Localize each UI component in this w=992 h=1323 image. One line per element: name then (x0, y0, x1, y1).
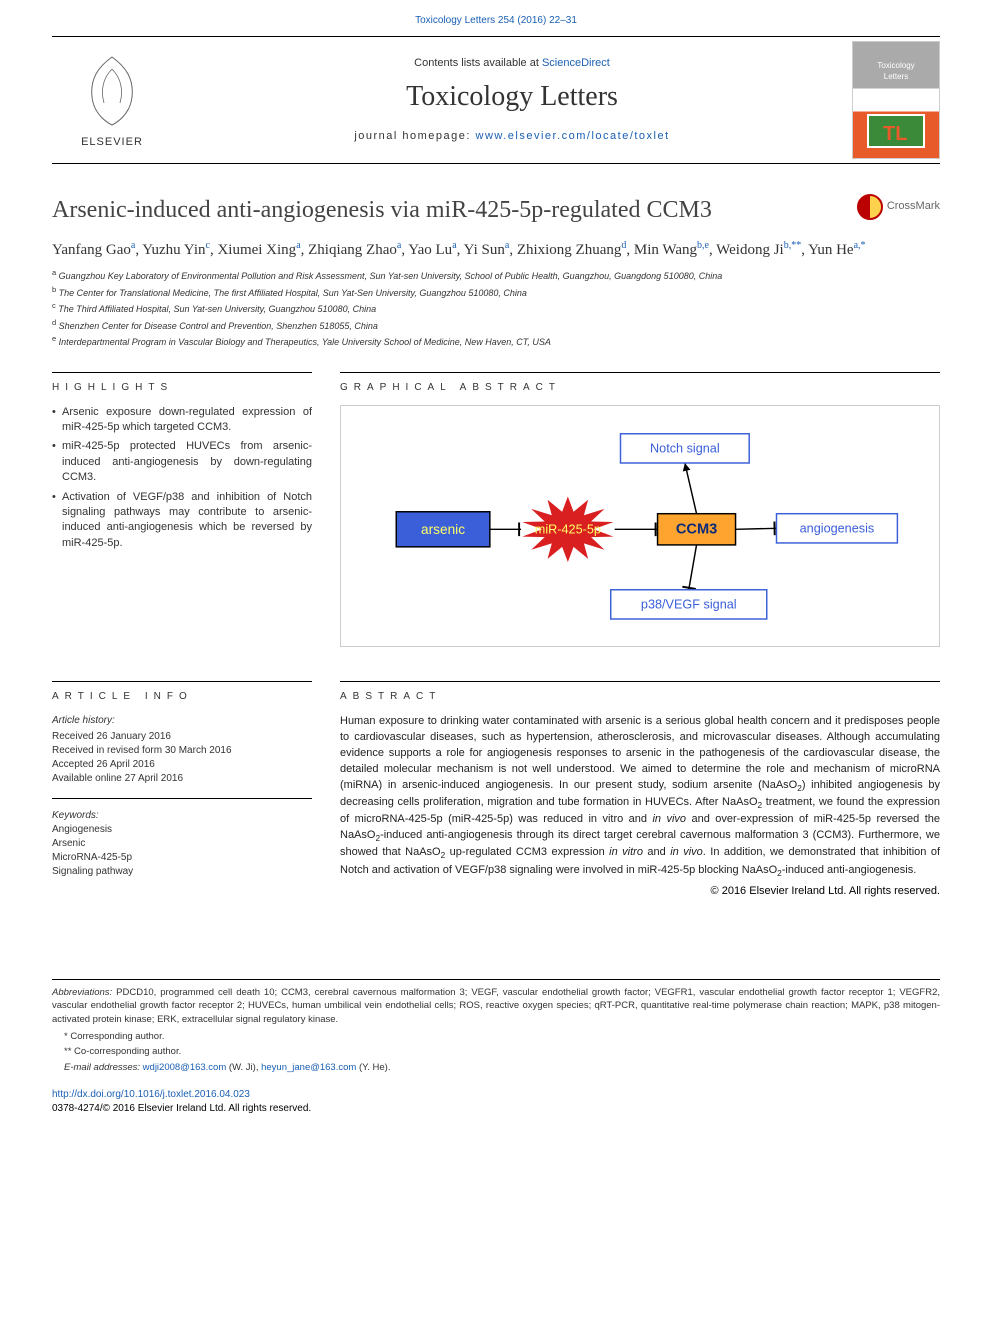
co-corresponding-author-note: ** Co-corresponding author. (64, 1045, 940, 1058)
article-info-label: ARTICLE INFO (52, 681, 312, 704)
abstract-text: Human exposure to drinking water contami… (340, 714, 940, 879)
diagram-node-notch: Notch signal (621, 433, 750, 462)
footer-notes: Abbreviations: PDCD10, programmed cell d… (52, 979, 940, 1074)
highlight-item: Arsenic exposure down-regulated expressi… (52, 405, 312, 436)
svg-text:angiogenesis: angiogenesis (800, 521, 875, 535)
graphical-abstract-label: GRAPHICAL ABSTRACT (340, 372, 940, 395)
keywords-list: AngiogenesisArsenicMicroRNA-425-5pSignal… (52, 823, 312, 879)
crossmark-icon (857, 194, 883, 220)
svg-text:p38/VEGF signal: p38/VEGF signal (641, 597, 737, 611)
journal-name: Toxicology Letters (172, 77, 852, 116)
svg-text:CCM3: CCM3 (676, 521, 717, 537)
crossmark-label: CrossMark (887, 199, 940, 214)
elsevier-logo: ELSEVIER (52, 40, 172, 160)
corresponding-author-note: * Corresponding author. (64, 1030, 940, 1043)
svg-text:Notch signal: Notch signal (650, 441, 720, 455)
diagram-node-ccm3: CCM3 (658, 513, 736, 544)
diagram-node-mir: miR-425-5p (522, 496, 613, 562)
email-link[interactable]: heyun_jane@163.com (261, 1062, 356, 1073)
graphical-abstract-figure: arsenic miR-425-5p CCM3 Notch signal p38/VEG… (340, 405, 940, 648)
authors-list: Yanfang Gaoa, Yuzhu Yinc, Xiumei Xinga, … (52, 238, 940, 262)
diagram-node-p38: p38/VEGF signal (611, 589, 767, 618)
article-title: Arsenic-induced anti-angiogenesis via mi… (52, 194, 841, 228)
abbreviations-label: Abbreviations: (52, 987, 112, 998)
highlight-item: Activation of VEGF/p38 and inhibition of… (52, 490, 312, 552)
running-head: Toxicology Letters 254 (2016) 22–31 (0, 0, 992, 36)
journal-homepage-link[interactable]: www.elsevier.com/locate/toxlet (476, 130, 670, 142)
diagram-node-angio: angiogenesis (777, 513, 898, 542)
journal-homepage: journal homepage: www.elsevier.com/locat… (172, 129, 852, 144)
issn-copyright: 0378-4274/© 2016 Elsevier Ireland Ltd. A… (52, 1103, 311, 1114)
highlights-items: Arsenic exposure down-regulated expressi… (52, 405, 312, 552)
highlight-item: miR-425-5p protected HUVECs from arsenic… (52, 439, 312, 485)
publisher-name: ELSEVIER (81, 135, 143, 150)
affiliations-list: a Guangzhou Key Laboratory of Environmen… (52, 267, 940, 350)
article-history-label: Article history: (52, 714, 312, 728)
journal-masthead: ELSEVIER Contents lists available at Sci… (52, 36, 940, 164)
keywords-label: Keywords: (52, 809, 312, 823)
article-history-dates: Received 26 January 2016Received in revi… (52, 730, 312, 786)
abstract-copyright: © 2016 Elsevier Ireland Ltd. All rights … (340, 884, 940, 899)
contents-line: Contents lists available at ScienceDirec… (172, 56, 852, 71)
email-addresses: E-mail addresses: wdji2008@163.com (W. J… (64, 1061, 940, 1074)
abbreviations-text: PDCD10, programmed cell death 10; CCM3, … (52, 987, 940, 1025)
crossmark-badge[interactable]: CrossMark (857, 194, 940, 220)
graphical-abstract-svg: arsenic miR-425-5p CCM3 Notch signal p38/VEG… (367, 424, 913, 629)
svg-text:arsenic: arsenic (421, 521, 465, 536)
sciencedirect-link[interactable]: ScienceDirect (542, 57, 610, 69)
abstract-label: ABSTRACT (340, 681, 940, 704)
journal-cover-thumbnail (852, 41, 940, 159)
doi-block: http://dx.doi.org/10.1016/j.toxlet.2016.… (52, 1088, 940, 1116)
doi-link[interactable]: http://dx.doi.org/10.1016/j.toxlet.2016.… (52, 1089, 250, 1100)
svg-text:miR-425-5p: miR-425-5p (535, 522, 601, 536)
diagram-node-arsenic: arsenic (396, 511, 490, 546)
tl-logo-icon (867, 114, 925, 148)
highlights-label: HIGHLIGHTS (52, 372, 312, 395)
email-link[interactable]: wdji2008@163.com (143, 1062, 227, 1073)
